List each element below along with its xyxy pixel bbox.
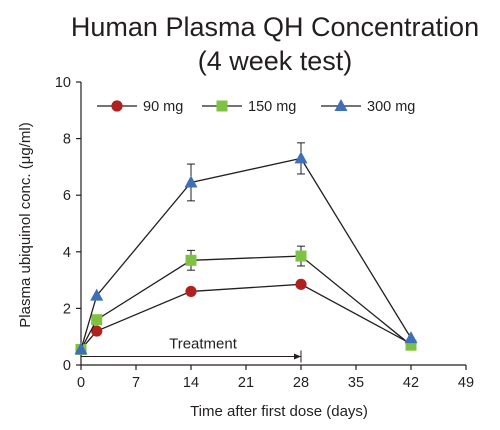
- data-point-square: [295, 250, 307, 262]
- data-point-triangle: [90, 288, 104, 301]
- x-tick-label: 49: [458, 375, 474, 391]
- treatment-arrow-head: [294, 353, 301, 360]
- data-point-triangle: [404, 331, 418, 344]
- data-point-triangle: [74, 342, 88, 355]
- data-point-square: [405, 339, 417, 351]
- x-tick-label: 21: [238, 375, 254, 391]
- y-axis-label: Plasma ubiquinol conc. (μg/ml): [17, 122, 34, 327]
- data-point-circle: [91, 325, 103, 337]
- series-line-1: [80, 255, 412, 350]
- chart-title-line-2: (4 week test): [198, 46, 353, 76]
- legend-label: 300 mg: [367, 99, 415, 115]
- data-point-circle: [295, 278, 307, 290]
- y-tick-label: 6: [63, 188, 71, 204]
- y-tick-label: 8: [63, 132, 71, 148]
- x-tick-label: 42: [403, 375, 419, 391]
- data-point-triangle: [294, 151, 308, 164]
- y-tick-label: 4: [63, 245, 71, 261]
- y-tick-label: 0: [63, 358, 71, 374]
- legend-marker-square: [216, 100, 228, 112]
- y-tick-label: 10: [55, 75, 71, 91]
- plot-area: 0 7 14 21 28 35 42 49 0 2 4 6 8 10 Treatment 90 mg 150 m…: [55, 75, 474, 391]
- x-tick-label: 28: [293, 375, 309, 391]
- legend-label: 150 mg: [248, 99, 296, 115]
- legend-marker-circle: [111, 100, 123, 112]
- series-line-0: [80, 283, 412, 350]
- legend-marker-triangle: [334, 99, 348, 111]
- treatment-label: Treatment: [169, 336, 238, 353]
- x-axis-label: Time after first dose (days): [190, 403, 368, 420]
- chart-title-line-1: Human Plasma QH Concentration: [71, 12, 479, 42]
- series-line-2: [80, 157, 412, 350]
- x-tick-label: 35: [348, 375, 364, 391]
- data-point-circle: [185, 285, 197, 298]
- y-tick-label: 2: [63, 301, 71, 317]
- x-tick-label: 0: [77, 375, 85, 391]
- data-point-triangle: [184, 175, 198, 188]
- data-point-square: [185, 254, 197, 266]
- data-point-square: [91, 314, 103, 326]
- legend-label: 90 mg: [143, 99, 183, 115]
- x-tick-label: 14: [183, 375, 199, 391]
- x-tick-label: 7: [132, 375, 140, 391]
